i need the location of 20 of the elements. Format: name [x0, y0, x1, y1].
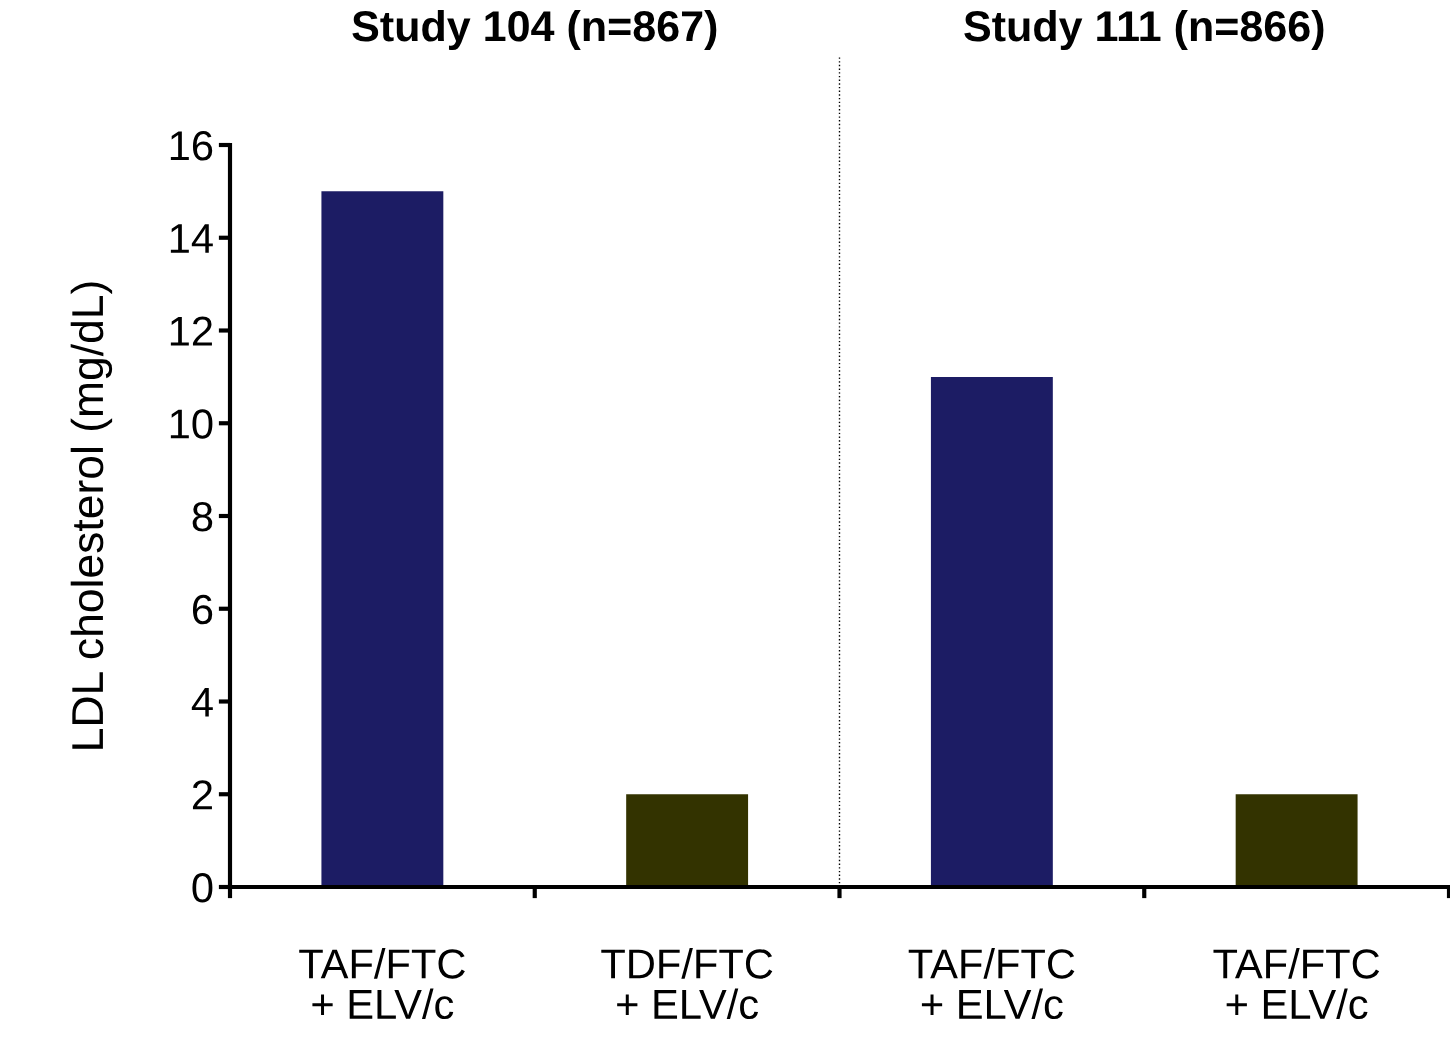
y-tick-label: 0: [192, 873, 213, 903]
bar: [930, 376, 1053, 887]
bar: [321, 191, 444, 887]
x-tick-label: TDF/FTC + ELV/c: [601, 948, 773, 1020]
x-tick-label: TAF/FTC + ELV/c: [299, 948, 465, 1020]
text: Study 104 (n=867): [352, 9, 717, 51]
text: Study 111 (n=866): [964, 9, 1324, 51]
y-axis-title: LDL cholesterol (mg/dL): [70, 282, 113, 749]
x-tick-label: TAF/FTC + ELV/c: [1213, 948, 1380, 1020]
y-tick-label: 16: [170, 131, 213, 161]
y-tick-label: 12: [170, 316, 212, 346]
y-tick-label: 10: [170, 409, 213, 439]
y-tick-label: 6: [192, 594, 213, 625]
y-tick-label: 2: [192, 780, 212, 810]
y-tick-label: 8: [192, 502, 213, 532]
bar: [626, 794, 749, 887]
y-tick-label: 14: [170, 224, 213, 253]
y-tick-label: 4: [191, 687, 213, 717]
x-tick-label: TAF/FTC + ELV/c: [908, 948, 1075, 1020]
bar: [1235, 794, 1358, 887]
